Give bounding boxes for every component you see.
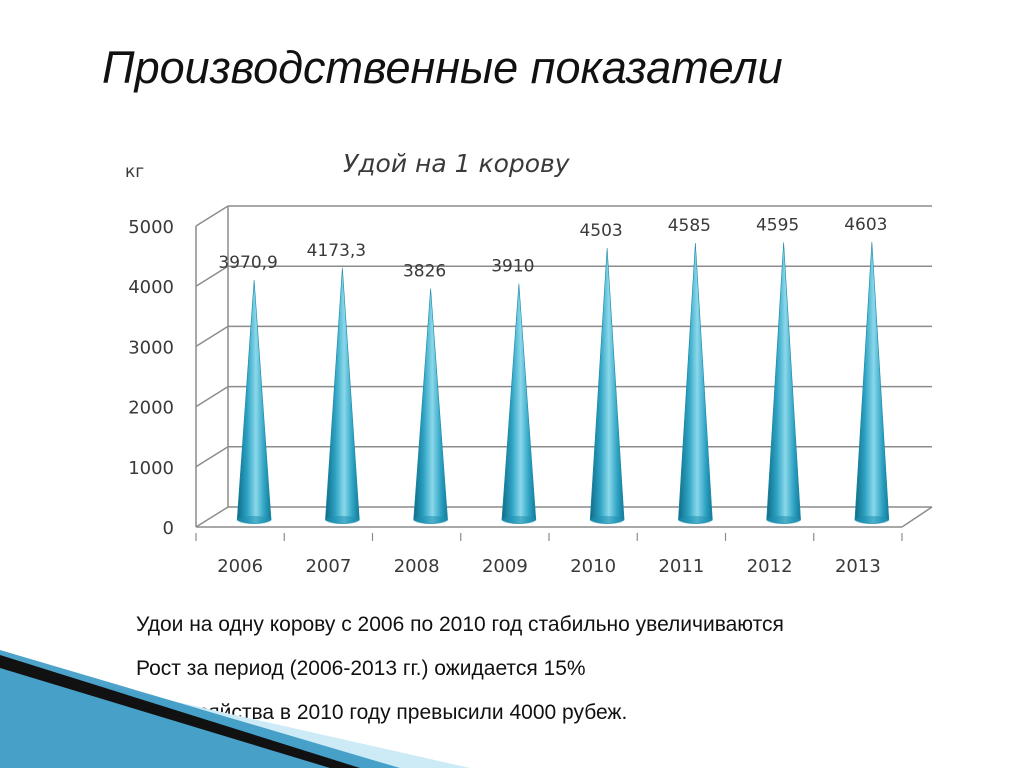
cone-bar-2008 (413, 288, 448, 524)
cone-base-2012 (766, 516, 801, 524)
grid-depth-line (195, 446, 229, 468)
grid-depth-line (195, 325, 229, 348)
cone-base-2010 (590, 516, 625, 524)
cone-bar-2006 (236, 279, 272, 524)
cone-bar-2010 (589, 247, 625, 524)
y-tick-label: 2000 (128, 398, 174, 419)
cone-bar-2013 (854, 241, 890, 524)
x-tick-label: 2011 (658, 556, 704, 577)
cone-bars (236, 241, 890, 524)
cone-chart: Удой на 1 корову кг 0 1000 2000 3000 4000 500… (125, 149, 933, 577)
cone-bar-2012 (766, 242, 801, 524)
y-tick-label: 5000 (128, 217, 174, 238)
y-tick-labels: 0 1000 2000 3000 4000 5000 (128, 217, 174, 539)
chart-title: Удой на 1 корову (343, 149, 571, 178)
data-label-2008: 3826 (403, 262, 446, 282)
cone-base-2013 (854, 516, 889, 524)
grid-depth-line (195, 205, 229, 227)
data-label-2013: 4603 (844, 215, 887, 235)
x-tick-label: 2008 (394, 556, 440, 577)
slide-title: Производственные показатели (102, 42, 783, 93)
note-3: Три хозяйства в 2010 году превысили 4000… (136, 701, 628, 724)
cone-base-2006 (237, 516, 272, 524)
cone-base-2011 (678, 516, 713, 524)
grid-depth-line (195, 506, 229, 528)
floor-right-edge (901, 506, 933, 528)
x-tick-label: 2012 (747, 556, 793, 577)
data-label-2006: 3970,9 (218, 253, 277, 273)
data-label-2012: 4595 (756, 215, 799, 235)
data-label-2010: 4503 (579, 221, 622, 241)
y-tick-label: 4000 (128, 277, 174, 298)
x-tick-label: 2009 (482, 556, 528, 577)
data-label-2009: 3910 (491, 257, 534, 277)
cone-base-2007 (325, 516, 360, 524)
cone-base-2009 (501, 516, 536, 524)
grid-depth-line (195, 265, 229, 287)
grid-depth-line (195, 385, 229, 408)
cone-bar-2007 (325, 267, 360, 524)
y-tick-label: 0 (163, 518, 174, 539)
y-axis-label: кг (125, 162, 144, 182)
x-tick-label: 2010 (570, 556, 616, 577)
note-2: Рост за период (2006-2013 гг.) ожидается… (136, 657, 586, 680)
y-tick-label: 1000 (128, 458, 174, 479)
y-tick-label: 3000 (128, 337, 174, 358)
x-tick-label: 2013 (835, 556, 881, 577)
x-tick-label: 2007 (305, 556, 351, 577)
data-labels: 3970,9 4173,3 3826 3910 4503 4585 4595 4603 (218, 215, 887, 282)
note-1: Удои на одну корову с 2006 по 2010 год с… (136, 613, 784, 636)
cone-bar-2009 (501, 283, 537, 524)
data-label-2011: 4585 (668, 216, 711, 236)
notes-list: Удои на одну корову с 2006 по 2010 год с… (136, 610, 784, 742)
cone-base-2008 (413, 516, 448, 524)
cone-bar-2011 (678, 242, 713, 524)
data-label-2007: 4173,3 (307, 241, 366, 261)
x-tick-labels: 2006 2007 2008 2009 2010 2011 2012 2013 (217, 556, 881, 577)
axes (195, 206, 933, 541)
x-tick-label: 2006 (217, 556, 263, 577)
